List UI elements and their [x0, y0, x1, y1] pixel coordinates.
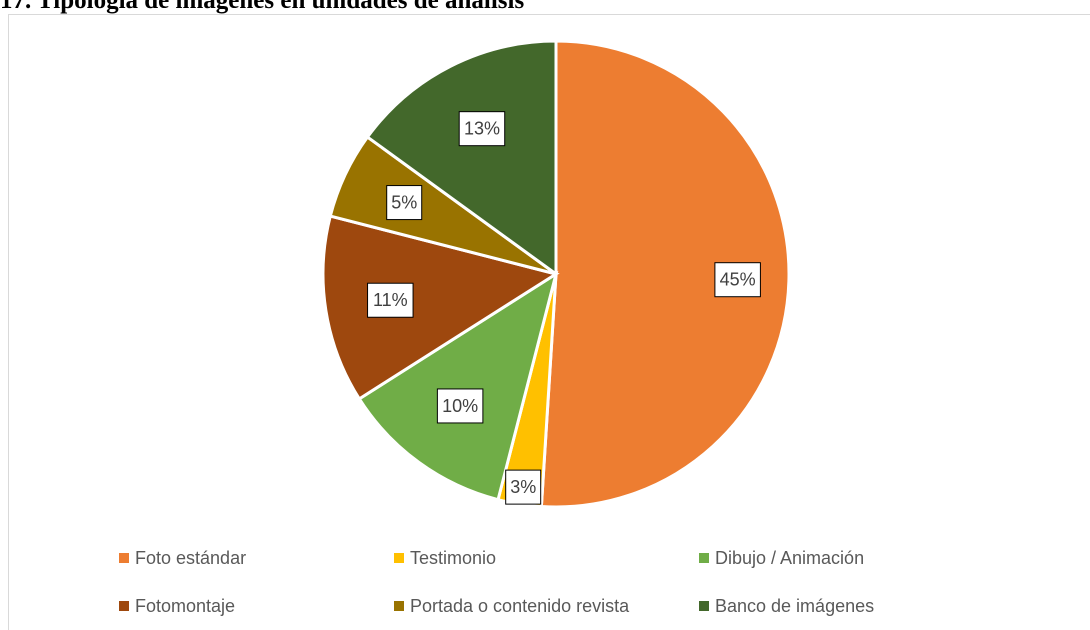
legend-label-1: Testimonio	[410, 548, 496, 568]
data-label-text-2: 10%	[442, 396, 478, 416]
legend-item-2: Dibujo / Animación	[699, 548, 864, 568]
data-label-0: 45%	[714, 262, 761, 298]
legend-label-2: Dibujo / Animación	[715, 548, 864, 568]
data-label-box-0	[714, 262, 761, 298]
data-label-1: 3%	[505, 469, 542, 505]
data-label-text-0: 45%	[720, 270, 756, 290]
chart-area: 45% 3% 10% 11% 5% 13% Foto estándar Testimonio D…	[8, 14, 1090, 630]
legend-swatch-1	[394, 553, 404, 563]
legend-label-3: Fotomontaje	[135, 596, 235, 616]
data-label-box-5	[458, 111, 506, 147]
data-label-3: 11%	[367, 282, 414, 318]
data-label-text-3: 11%	[373, 290, 408, 310]
legend-swatch-3	[119, 601, 129, 611]
data-label-box-4	[386, 185, 423, 221]
chart-title: 17. Tipología de imágenes en unidades de…	[0, 0, 525, 14]
legend-swatch-5	[699, 601, 709, 611]
data-label-5: 13%	[458, 111, 506, 147]
data-label-box-2	[436, 388, 484, 424]
pie-slice-3	[321, 214, 560, 401]
legend-label-4: Portada o contenido revista	[410, 596, 630, 616]
pie-slice-0	[539, 39, 791, 509]
data-label-4: 5%	[386, 185, 423, 221]
data-label-2: 10%	[436, 388, 484, 424]
pie-slice-5	[365, 39, 558, 277]
data-label-text-4: 5%	[391, 193, 417, 213]
legend-item-0: Foto estándar	[119, 548, 246, 568]
legend-swatch-0	[119, 553, 129, 563]
data-label-box-3	[367, 282, 414, 318]
legend-swatch-4	[394, 601, 404, 611]
legend-swatch-2	[699, 553, 709, 563]
data-label-text-5: 13%	[464, 119, 500, 139]
data-label-box-1	[505, 469, 542, 505]
pie-chart: 45% 3% 10% 11% 5% 13% Foto estándar Testimonio D…	[119, 39, 874, 616]
legend-item-1: Testimonio	[394, 548, 496, 568]
legend-label-5: Banco de imágenes	[715, 596, 874, 616]
legend-item-3: Fotomontaje	[119, 596, 235, 616]
legend-item-4: Portada o contenido revista	[394, 596, 630, 616]
legend-label-0: Foto estándar	[135, 548, 246, 568]
legend-item-5: Banco de imágenes	[699, 596, 874, 616]
data-label-text-1: 3%	[510, 477, 536, 497]
pie-slice-2	[357, 270, 559, 502]
